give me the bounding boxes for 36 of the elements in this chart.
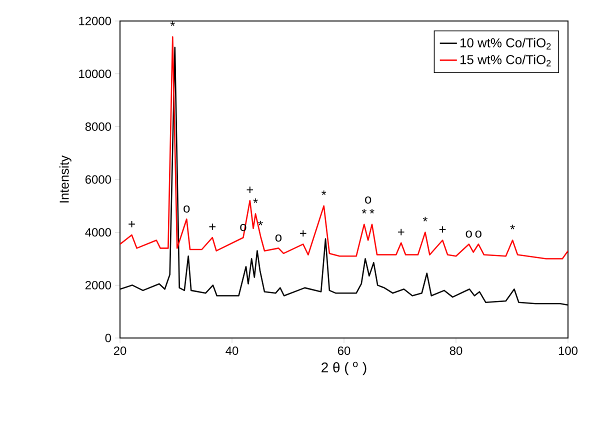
annotation: * bbox=[370, 208, 374, 214]
y-tick-label: 2000 bbox=[85, 280, 112, 290]
x-tick-label: 100 bbox=[558, 346, 578, 355]
annotation: * bbox=[510, 224, 515, 230]
annotation: + bbox=[398, 228, 404, 236]
legend-label: 15 wt% Co/TiO$_{2}$ bbox=[460, 54, 551, 66]
x-axis-title: 2 θ ( $^{o}$ ) bbox=[322, 362, 366, 376]
annotation: * bbox=[322, 190, 326, 196]
annotation: + bbox=[300, 230, 306, 237]
y-tick-label: 6000 bbox=[85, 175, 112, 184]
annotation: * bbox=[253, 198, 258, 203]
annotation: * bbox=[170, 21, 175, 26]
annotation: * bbox=[422, 216, 428, 222]
annotation: o bbox=[365, 196, 372, 204]
x-tick-label: 60 bbox=[338, 346, 350, 355]
annotation: * bbox=[362, 208, 366, 214]
x-tick-label: 40 bbox=[226, 346, 238, 355]
annotation: o bbox=[275, 234, 282, 242]
annotation: + bbox=[209, 224, 216, 230]
y-axis-title: Intensity bbox=[59, 155, 72, 202]
x-tick-label: 80 bbox=[450, 346, 462, 355]
line-series bbox=[120, 36, 568, 260]
legend-label: 10 wt% Co/TiO$_{2}$ bbox=[460, 38, 551, 50]
y-tick-label: 12000 bbox=[79, 16, 112, 26]
annotation: + bbox=[439, 226, 446, 233]
y-tick-label: 10000 bbox=[79, 70, 112, 78]
annotation: + bbox=[246, 186, 254, 193]
annotation: o bbox=[466, 230, 472, 238]
y-tick-label: 4000 bbox=[85, 228, 112, 237]
annotation: + bbox=[128, 220, 135, 228]
x-tick-label: 20 bbox=[114, 346, 126, 355]
annotation: * bbox=[258, 220, 263, 226]
y-tick-label: 0 bbox=[105, 334, 112, 342]
annotation: o bbox=[475, 230, 482, 238]
annotation: o bbox=[184, 205, 190, 213]
y-tick-label: 8000 bbox=[85, 122, 112, 131]
